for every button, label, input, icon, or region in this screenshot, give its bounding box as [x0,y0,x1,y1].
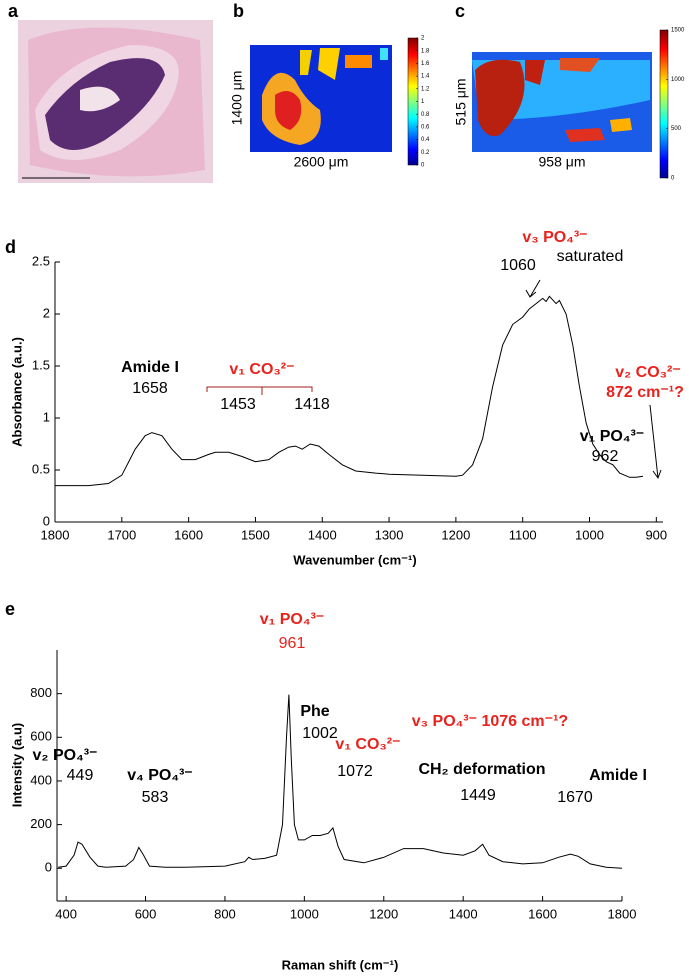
annotation: v₄ PO₄³⁻ [127,767,192,784]
x-axis-label: Raman shift (cm⁻¹) [282,957,399,972]
annotation: 962 [592,448,619,465]
colorbar-tick-label: 0 [671,176,675,182]
y-tick-label: 1 [43,409,50,424]
colorbar-tick-label: 1500 [671,28,685,34]
panel-label: c [455,1,465,21]
annotation: 961 [279,635,306,652]
colorbar [659,29,669,179]
annotation: 1002 [302,725,338,742]
y-tick-label: 0 [43,513,50,528]
y-axis-label: 515 μm [453,79,469,126]
colorbar-tick-label: 1.2 [421,86,430,92]
annotation: 1453 [220,396,256,413]
colorbar-tick-label: 1.8 [421,48,430,54]
annotation: v₃ PO₄³⁻ [522,229,587,246]
annotation: 1449 [460,787,496,804]
annotation: 583 [142,789,169,806]
annotation: 1072 [337,763,373,780]
colorbar-tick-label: 0.6 [421,124,430,130]
x-tick-label: 1200 [369,906,398,921]
x-tick-label: 800 [214,906,236,921]
colorbar-tick-label: 1.6 [421,61,430,67]
colorbar-tick-label: 1 [421,99,425,105]
x-tick-label: 900 [645,527,667,542]
annotation: Phe [300,703,329,720]
bracket [206,386,313,395]
histology-image [18,20,213,183]
annotation: v₁ PO₄³⁻ [260,611,324,628]
x-tick-label: 1600 [528,906,557,921]
y-tick-label: 400 [30,772,52,787]
x-axis-label: 958 μm [539,154,586,170]
annotation: v₁ PO₄³⁻ [580,428,644,445]
x-tick-label: 1100 [509,527,537,542]
spectrum-line [58,694,623,869]
spectrum-line [55,295,644,487]
colorbar-tick-label: 0.2 [421,150,430,156]
panel-label: d [5,237,16,257]
annotation: Amide I [589,767,647,784]
colorbar-tick-label: 0.8 [421,112,430,118]
x-tick-label: 1400 [308,527,337,542]
annotation: saturated [557,248,624,265]
x-tick-label: 1000 [290,906,319,921]
x-axis-label: Wavenumber (cm⁻¹) [293,552,416,567]
x-tick-label: 1800 [608,906,637,921]
colorbar-tick-label: 0.4 [421,137,430,143]
colorbar-tick-label: 0 [421,163,425,169]
colorbar-tick-label: 1.4 [421,74,430,80]
arrow [525,279,541,298]
panel-label: b [233,1,244,21]
x-tick-label: 1300 [375,527,404,542]
annotation: v₃ PO₄³⁻ 1076 cm⁻¹? [412,713,568,730]
x-tick-label: 1500 [241,527,270,542]
x-tick-label: 1700 [107,527,136,542]
annotation: 1670 [557,789,593,806]
annotation: v₂ PO₄³⁻ [33,747,98,764]
y-tick-label: 1.5 [32,357,50,372]
x-tick-label: 1800 [41,527,70,542]
y-axis-label: 1400 μm [229,71,245,126]
annotation: v₂ CO₃²⁻ [615,364,681,381]
annotation: CH₂ deformation [418,761,545,778]
y-tick-label: 200 [30,816,52,831]
x-tick-label: 400 [55,906,77,921]
x-tick-label: 1000 [575,527,604,542]
colorbar-tick-label: 2 [421,36,425,42]
annotation: 872 cm⁻¹? [606,384,684,401]
x-tick-label: 1200 [441,527,470,542]
y-tick-label: 0.5 [32,461,50,476]
annotation: 1418 [294,396,330,413]
x-tick-label: 1400 [449,906,478,921]
x-tick-label: 1600 [174,527,203,542]
x-axis-label: 2600 μm [294,154,349,170]
x-tick-label: 600 [135,906,157,921]
colorbar-tick-label: 1000 [671,77,685,83]
annotation: 449 [67,767,94,784]
heatmap-image [250,45,392,152]
y-axis-label: Intensity (a.u) [9,723,24,808]
panel-label: e [5,599,15,619]
y-tick-label: 600 [30,729,52,744]
heatmap-image [472,52,652,152]
y-tick-label: 0 [45,860,52,875]
panel-label: a [8,1,19,21]
y-tick-label: 2.5 [32,253,50,268]
arrow [649,404,662,480]
annotation: 1658 [132,380,168,397]
y-tick-label: 2 [43,305,50,320]
annotation: v₁ CO₃²⁻ [229,361,294,378]
y-tick-label: 800 [30,685,52,700]
annotation: v₁ CO₃²⁻ [335,736,400,753]
colorbar-tick-label: 500 [671,126,682,132]
annotation: Amide I [121,359,179,376]
annotation: 1060 [500,257,536,274]
y-axis-label: Absorbance (a.u.) [9,337,24,447]
